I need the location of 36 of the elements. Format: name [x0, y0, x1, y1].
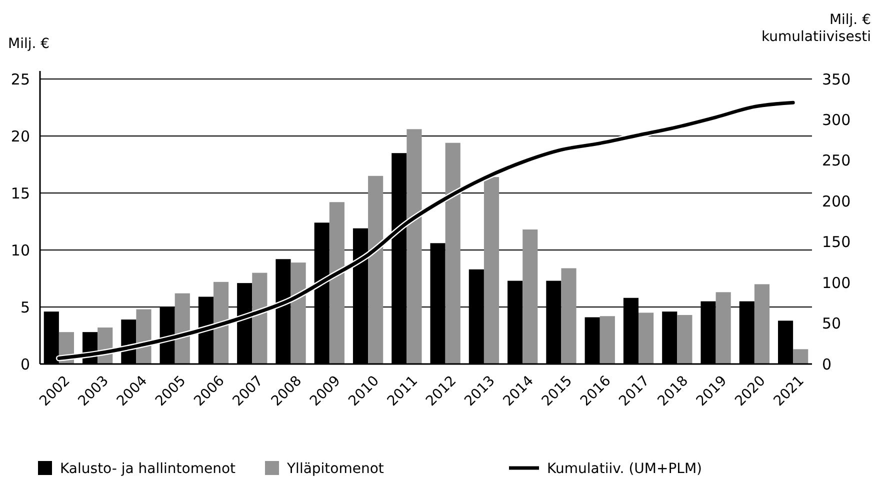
bar	[484, 177, 500, 364]
bar	[329, 202, 344, 364]
y-tick-label: 5	[20, 298, 30, 316]
y-tick-label: 0	[20, 355, 30, 374]
y2-axis-title: Milj. € kumulatiivisesti	[761, 12, 871, 45]
bar	[445, 142, 460, 364]
y-axis-title: Milj. €	[8, 36, 50, 52]
bar	[522, 229, 538, 364]
legend-label: Ylläpitomenot	[286, 460, 384, 477]
y2-tick-label: 100	[822, 274, 851, 292]
y2-tick-label: 150	[822, 233, 851, 252]
y-tick-label: 20	[10, 127, 30, 146]
y2-tick-label: 350	[822, 70, 851, 88]
bar	[600, 316, 615, 364]
bar	[368, 176, 384, 364]
y-tick-label: 15	[10, 184, 30, 202]
legend-label: Kalusto- ja hallintomenot	[60, 460, 236, 477]
y2-tick-label: 250	[822, 152, 851, 170]
bar	[406, 129, 422, 364]
y-tick-label: 10	[10, 241, 30, 260]
legend-label: Kumulatiiv. (UM+PLM)	[547, 460, 702, 477]
bar	[252, 272, 268, 364]
bar	[716, 292, 731, 364]
y-tick-label: 25	[10, 70, 30, 88]
bar	[677, 314, 692, 364]
y2-tick-label: 50	[822, 314, 842, 333]
bar	[290, 262, 306, 364]
bar	[213, 282, 229, 364]
bar	[754, 284, 770, 364]
y2-tick-label: 200	[822, 192, 851, 210]
y2-tick-label: 0	[822, 355, 832, 374]
bar	[793, 349, 808, 364]
bar	[174, 293, 190, 364]
bar	[638, 312, 654, 364]
bar	[561, 268, 576, 364]
y2-tick-label: 300	[822, 110, 851, 129]
